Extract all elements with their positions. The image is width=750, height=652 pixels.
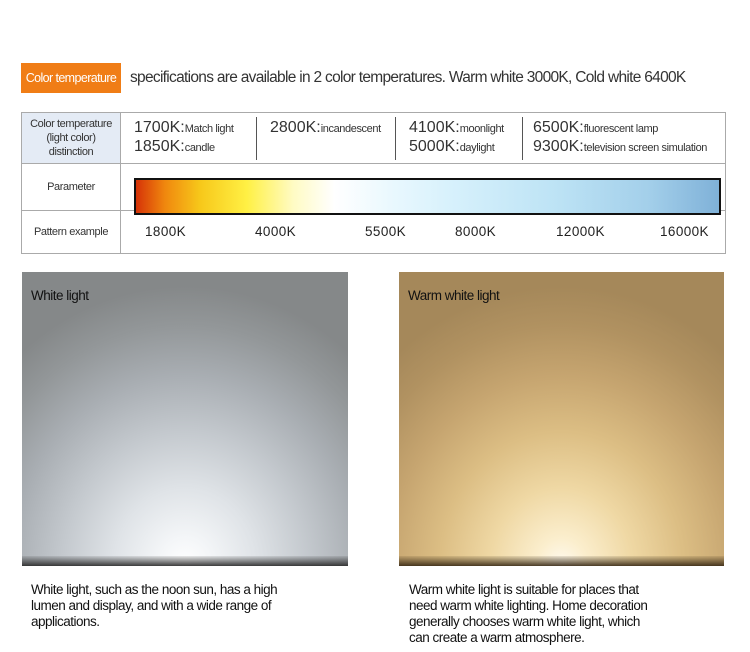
- white-light-caption: White light, such as the noon sun, has a…: [31, 582, 278, 630]
- parameter-row: Parameter: [22, 164, 725, 215]
- ct-item: 5000K:daylight: [409, 138, 504, 157]
- ct-item: 1850K:candle: [134, 138, 234, 157]
- white-light-label: White light: [31, 288, 89, 303]
- ct-item: 6500K:fluorescent lamp: [533, 119, 707, 138]
- column-divider: [522, 117, 523, 160]
- caption-line: applications.: [31, 614, 100, 629]
- color-temperature-badge: Color temperature: [21, 63, 121, 93]
- caption-line: lumen and display, and with a wide range…: [31, 598, 272, 613]
- ct-desc: television screen simulation: [583, 142, 708, 154]
- floor-shadow: [22, 556, 348, 566]
- ct-kelvin: 9300K:: [533, 138, 584, 155]
- caption-line: White light, such as the noon sun, has a…: [31, 582, 278, 597]
- ct-desc: moonlight: [459, 123, 505, 135]
- color-temperature-gradient-bar: [134, 178, 721, 215]
- ct-desc: incandescent: [320, 123, 381, 135]
- ct-desc: daylight: [459, 142, 495, 154]
- floor-shadow: [399, 556, 724, 566]
- ct-item: 9300K:television screen simulation: [533, 138, 707, 157]
- column-divider: [256, 117, 257, 160]
- parameter-label: Parameter: [22, 164, 121, 210]
- ct-group-1: 1700K:Match light 1850K:candle: [134, 119, 234, 157]
- caption-line: need warm white lighting. Home decoratio…: [409, 598, 648, 613]
- caption-line: Warm white light is suitable for places …: [409, 582, 639, 597]
- pattern-example-row: Pattern example 1800K 4000K 5500K 8000K …: [22, 211, 725, 253]
- scale-value: 16000K: [660, 224, 709, 239]
- ct-item: 4100K:moonlight: [409, 119, 504, 138]
- warm-white-light-photo: Warm white light: [399, 272, 724, 566]
- ct-kelvin: 5000K:: [409, 138, 460, 155]
- ct-kelvin: 2800K:: [270, 119, 321, 136]
- scale-value: 1800K: [145, 224, 187, 239]
- distinction-label-line: (light color): [46, 132, 96, 144]
- ct-desc: fluorescent lamp: [583, 123, 659, 135]
- distinction-row: Color temperature (light color) distinct…: [22, 113, 725, 164]
- scale-value: 12000K: [556, 224, 605, 239]
- warm-white-light-label: Warm white light: [408, 288, 500, 303]
- pattern-example-label: Pattern example: [22, 211, 121, 253]
- ct-kelvin: 4100K:: [409, 119, 460, 136]
- scale-value: 8000K: [455, 224, 497, 239]
- ct-item: 1700K:Match light: [134, 119, 234, 138]
- distinction-label-line: Color temperature: [30, 118, 112, 130]
- ct-kelvin: 1700K:: [134, 119, 185, 136]
- ct-group-2: 2800K:incandescent: [270, 119, 381, 138]
- ct-kelvin: 6500K:: [533, 119, 584, 136]
- ct-item: 2800K:incandescent: [270, 119, 381, 138]
- ct-group-3: 4100K:moonlight 5000K:daylight: [409, 119, 504, 157]
- white-light-photo: White light: [22, 272, 348, 566]
- scale-value: 5500K: [365, 224, 407, 239]
- warm-white-light-caption: Warm white light is suitable for places …: [409, 582, 648, 646]
- ct-desc: Match light: [184, 123, 234, 135]
- ct-kelvin: 1850K:: [134, 138, 185, 155]
- caption-line: generally chooses warm white light, whic…: [409, 614, 640, 629]
- distinction-label-line: distinction: [48, 146, 94, 158]
- specification-headline: specifications are available in 2 color …: [130, 69, 686, 86]
- caption-line: can create a warm atmosphere.: [409, 630, 585, 645]
- distinction-label: Color temperature (light color) distinct…: [22, 113, 121, 163]
- scale-value: 4000K: [255, 224, 297, 239]
- ct-group-4: 6500K:fluorescent lamp 9300K:television …: [533, 119, 707, 157]
- ct-desc: candle: [184, 142, 215, 154]
- column-divider: [395, 117, 396, 160]
- color-temperature-table: Color temperature (light color) distinct…: [21, 112, 726, 254]
